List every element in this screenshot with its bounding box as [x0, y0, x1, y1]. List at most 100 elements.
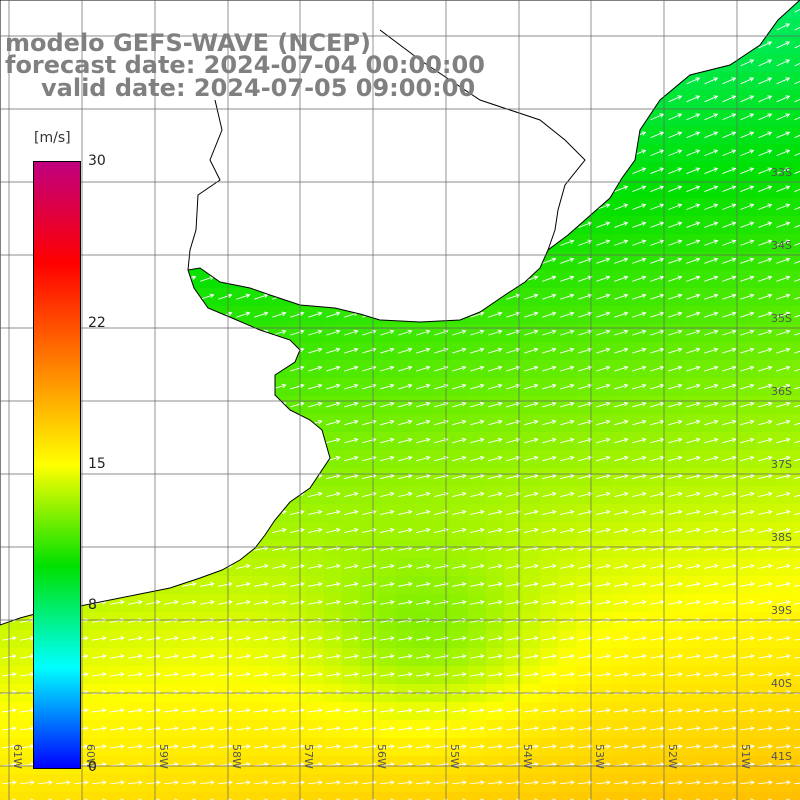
wind-arrow [290, 365, 305, 372]
wind-arrow [570, 798, 575, 800]
land-masses [0, 0, 800, 626]
wind-arrow [380, 600, 395, 605]
wind-cell [36, 792, 55, 800]
wind-arrow [398, 527, 413, 533]
wind-arrow [128, 672, 143, 677]
wind-arrow [686, 636, 701, 641]
wind-arrow [506, 401, 521, 408]
wind-arrow [398, 365, 413, 372]
wind-arrow [488, 347, 503, 354]
wind-arrow [380, 383, 395, 390]
wind-arrow [776, 582, 791, 587]
wind-cell [774, 792, 793, 800]
latitude-label: 33S [771, 166, 792, 179]
wind-arrow [524, 582, 539, 587]
wind-arrow [704, 654, 719, 659]
wind-arrow [632, 437, 647, 444]
wind-arrow [614, 239, 629, 246]
wind-arrow [362, 708, 377, 713]
wind-arrow [380, 672, 395, 677]
wind-arrow [722, 293, 737, 300]
wind-arrow [740, 509, 755, 516]
wind-cell [522, 792, 541, 800]
wind-arrow [524, 509, 539, 516]
wind-arrow [218, 582, 233, 587]
wind-arrow [632, 257, 647, 264]
wind-arrow [416, 582, 431, 587]
wind-arrow [254, 672, 269, 677]
wind-arrow [380, 401, 395, 408]
wind-arrow [326, 654, 341, 659]
wind-arrow [218, 636, 233, 641]
wind-arrow [758, 509, 773, 516]
wind-arrow [560, 419, 575, 426]
wind-arrow [776, 401, 791, 408]
wind-arrow [614, 473, 629, 480]
wind-arrow [325, 780, 341, 785]
wind-arrow [686, 257, 701, 264]
wind-arrow [632, 654, 647, 659]
wind-arrow [632, 600, 647, 605]
wind-arrow [668, 419, 683, 426]
wind-arrow [506, 365, 521, 372]
wind-arrow [92, 726, 107, 731]
wind-arrow [110, 636, 125, 641]
wind-cell [792, 144, 800, 163]
wind-arrow [596, 347, 611, 354]
wind-arrow [758, 401, 773, 408]
wind-arrow [685, 780, 701, 785]
wind-cell [486, 792, 505, 800]
wind-arrow [668, 311, 683, 318]
wind-arrow [632, 347, 647, 354]
wind-arrow [416, 527, 431, 533]
wind-arrow [578, 365, 593, 372]
wind-arrow [362, 636, 377, 641]
wind-arrow [416, 491, 431, 498]
wind-arrow [254, 708, 269, 713]
wind-arrow [524, 600, 539, 605]
wind-arrow [452, 473, 467, 480]
wind-arrow [776, 23, 791, 31]
wind-arrow [326, 600, 341, 605]
wind-arrow [740, 203, 755, 210]
wind-arrow [704, 149, 719, 157]
wind-arrow [308, 708, 323, 713]
wind-cell [792, 288, 800, 307]
wind-cell [792, 540, 800, 559]
wind-arrow [218, 672, 233, 677]
wind-arrow [271, 744, 287, 749]
wind-arrow [722, 455, 737, 462]
wind-arrow [722, 491, 737, 498]
wind-arrow [308, 365, 323, 372]
wind-arrow [577, 744, 593, 749]
wind-arrow [578, 329, 593, 336]
wind-arrow [506, 293, 521, 300]
wind-arrow [325, 744, 341, 749]
wind-arrow [596, 672, 611, 677]
wind-arrow [794, 494, 800, 498]
wind-arrow [326, 636, 341, 641]
wind-arrow [408, 798, 413, 800]
wind-arrow [488, 600, 503, 605]
wind-arrow [272, 582, 287, 587]
wind-arrow [578, 311, 593, 318]
wind-arrow [614, 672, 629, 677]
wind-arrow [776, 167, 791, 175]
wind-arrow [397, 744, 413, 749]
wind-arrow [182, 708, 197, 713]
wind-cell [792, 306, 800, 325]
wind-arrow [110, 708, 125, 713]
wind-arrow [686, 293, 701, 300]
wind-arrow [326, 383, 341, 390]
wind-arrow [470, 654, 485, 659]
wind-arrow [758, 113, 773, 121]
wind-arrow [739, 780, 755, 785]
wind-arrow [794, 386, 800, 390]
wind-arrow [308, 329, 323, 336]
wind-cell [792, 504, 800, 523]
wind-arrow [578, 672, 593, 677]
wind-arrow [614, 654, 629, 659]
wind-arrow [300, 798, 305, 800]
wind-arrow [632, 167, 647, 175]
wind-arrow [740, 311, 755, 318]
